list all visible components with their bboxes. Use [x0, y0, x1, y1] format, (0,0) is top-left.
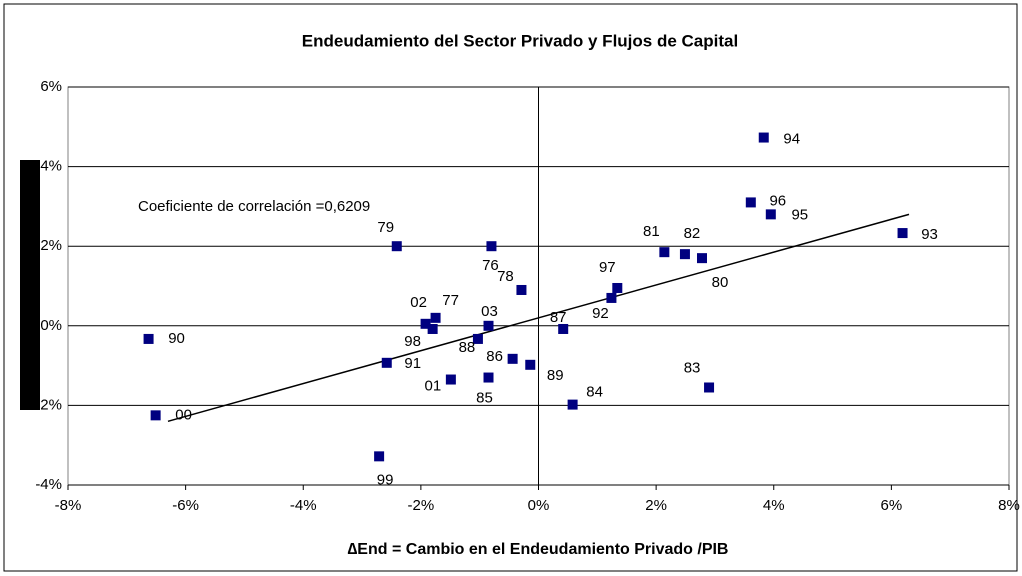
- point: [374, 451, 385, 462]
- x-tick-label: 4%: [763, 497, 785, 514]
- point-label: 93: [921, 226, 938, 243]
- y-tick-label: 2%: [40, 237, 62, 254]
- point: [612, 282, 623, 293]
- y-tick-label: -2%: [35, 396, 62, 413]
- point-label: 83: [684, 359, 701, 376]
- point-label: 86: [486, 348, 503, 365]
- point: [704, 382, 715, 393]
- point-label: 82: [684, 225, 701, 242]
- y-tick-label: 4%: [40, 158, 62, 175]
- y-tick-label: 0%: [40, 317, 62, 334]
- point-label: 80: [712, 274, 729, 291]
- point-label: 03: [481, 303, 498, 320]
- point-label: 84: [586, 384, 603, 401]
- point-label: 89: [547, 367, 564, 384]
- point: [507, 353, 518, 364]
- trendline: [167, 213, 910, 423]
- point-label: 02: [410, 294, 427, 311]
- point-label: 98: [404, 333, 421, 350]
- point-label: 90: [168, 330, 185, 347]
- point-label: 00: [175, 406, 192, 423]
- point-label: 99: [377, 471, 394, 488]
- point-label: 87: [550, 309, 567, 326]
- annotation: Coeficiente de correlación =0,6209: [138, 198, 370, 215]
- point: [567, 399, 578, 410]
- side-bar: [20, 160, 40, 410]
- point: [472, 333, 483, 344]
- point-label: 79: [377, 219, 394, 236]
- point-label: 97: [599, 259, 616, 276]
- point: [430, 312, 441, 323]
- point: [427, 323, 438, 334]
- point-label: 01: [425, 377, 442, 394]
- point-label: 81: [643, 223, 660, 240]
- point-label: 95: [791, 206, 808, 223]
- point-label: 85: [476, 390, 493, 407]
- point: [143, 333, 154, 344]
- chart-frame: [3, 3, 1018, 572]
- point: [525, 359, 536, 370]
- point: [897, 228, 908, 239]
- point: [381, 357, 392, 368]
- point: [758, 132, 769, 143]
- x-tick-label: -6%: [172, 497, 199, 514]
- point-label: 76: [482, 257, 499, 274]
- point: [659, 247, 670, 258]
- point: [745, 197, 756, 208]
- y-tick-label: 6%: [40, 78, 62, 95]
- point: [445, 374, 456, 385]
- x-axis-label: ∆End = Cambio en el Endeudamiento Privad…: [348, 541, 729, 558]
- point-label: 88: [459, 339, 476, 356]
- point-label: 92: [592, 305, 609, 322]
- x-tick-label: 2%: [645, 497, 667, 514]
- point: [483, 372, 494, 383]
- point: [483, 320, 494, 331]
- point: [516, 284, 527, 295]
- point-label: 94: [783, 131, 800, 148]
- x-tick-label: 8%: [998, 497, 1020, 514]
- point: [391, 241, 402, 252]
- point: [150, 410, 161, 421]
- point: [679, 249, 690, 260]
- point: [696, 253, 707, 264]
- point: [765, 209, 776, 220]
- point: [420, 318, 431, 329]
- x-tick-label: 0%: [528, 497, 550, 514]
- point-label: 78: [497, 268, 514, 285]
- point: [486, 241, 497, 252]
- y-tick-label: -4%: [35, 476, 62, 493]
- x-tick-label: -4%: [290, 497, 317, 514]
- point: [558, 323, 569, 334]
- point-label: 91: [404, 355, 421, 372]
- point-label: 96: [769, 192, 786, 209]
- chart-title: Endeudamiento del Sector Privado y Flujo…: [302, 31, 738, 50]
- x-tick-label: -8%: [55, 497, 82, 514]
- point-label: 77: [442, 292, 459, 309]
- x-tick-label: 6%: [881, 497, 903, 514]
- point: [606, 292, 617, 303]
- x-tick-label: -2%: [408, 497, 435, 514]
